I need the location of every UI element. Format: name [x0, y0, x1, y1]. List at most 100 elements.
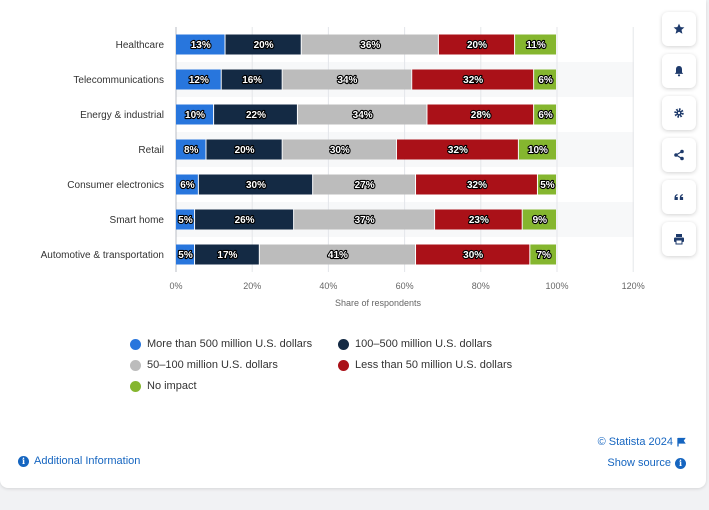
category-label: Energy & industrial	[80, 110, 164, 121]
info-icon: i	[18, 455, 29, 467]
bar-segment	[282, 139, 396, 160]
bar-value-label: 20%	[235, 145, 255, 156]
star-icon	[673, 23, 685, 34]
legend-label: No impact	[147, 380, 197, 392]
bar-chart: Healthcare 13% 20% 36% 20% 11% Telecommunicati…	[41, 27, 645, 308]
x-tick-label: 0%	[169, 281, 182, 291]
additional-information-text: Additional Information	[34, 455, 141, 467]
legend-dot	[130, 338, 141, 350]
bar-value-label: 5%	[178, 250, 193, 261]
bar-value-label: 30%	[330, 145, 350, 156]
statista-copyright[interactable]: © Statista 2024	[598, 436, 686, 448]
info-icon: i	[675, 457, 686, 469]
bar-value-label: 37%	[355, 215, 375, 226]
bar-segment	[396, 139, 518, 160]
bar-value-label: 26%	[235, 215, 255, 226]
bar-value-label: 28%	[471, 110, 491, 121]
bar-segment	[301, 34, 438, 55]
bar-value-label: 30%	[246, 180, 266, 191]
bar-segment	[176, 104, 214, 125]
bar-segment	[412, 69, 534, 90]
bell-icon	[674, 66, 684, 77]
print-button[interactable]	[662, 222, 696, 256]
bar-segment	[176, 174, 198, 195]
show-source-link[interactable]: Show source i	[607, 457, 686, 469]
bar-segment	[176, 34, 225, 55]
bar-segment	[438, 34, 515, 55]
bar-segment	[225, 34, 301, 55]
legend-label: Less than 50 million U.S. dollars	[355, 359, 513, 371]
bar-segment	[537, 174, 556, 195]
bar-value-label: 36%	[360, 40, 380, 51]
bar-value-label: 7%	[536, 250, 551, 261]
bar-value-label: 8%	[184, 145, 199, 156]
bar-value-label: 20%	[254, 40, 274, 51]
legend-item-100-500m[interactable]: 100–500 million U.S. dollars	[338, 338, 492, 350]
bar-value-label: 22%	[246, 110, 266, 121]
bar-segment	[176, 209, 195, 230]
bar-segment	[297, 104, 427, 125]
bar-value-label: 10%	[185, 110, 205, 121]
chart-card: Healthcare 13% 20% 36% 20% 11% Telecommunicati…	[0, 0, 706, 488]
bar-segment	[534, 104, 556, 125]
category-label: Consumer electronics	[67, 180, 164, 191]
notification-button[interactable]	[662, 54, 696, 88]
legend-item-no-impact[interactable]: No impact	[130, 380, 197, 392]
bar-segment	[198, 174, 313, 195]
bar-segment	[416, 244, 530, 265]
bar-segment	[530, 244, 556, 265]
bar-segment	[515, 34, 556, 55]
x-tick-label: 120%	[622, 281, 645, 291]
additional-information-link[interactable]: i Additional Information	[18, 455, 140, 467]
bar-value-label: 17%	[217, 250, 237, 261]
bar-value-label: 20%	[467, 40, 487, 51]
bar-value-label: 32%	[448, 145, 468, 156]
category-label: Telecommunications	[73, 75, 164, 86]
gear-icon	[674, 108, 684, 118]
bar-segment	[294, 209, 435, 230]
x-tick-label: 20%	[243, 281, 261, 291]
legend-label: 100–500 million U.S. dollars	[355, 338, 492, 350]
bar-value-label: 32%	[463, 75, 483, 86]
bar-value-label: 5%	[540, 180, 555, 191]
bar-value-label: 13%	[191, 40, 211, 51]
share-button[interactable]	[662, 138, 696, 172]
legend-label: 50–100 million U.S. dollars	[147, 359, 278, 371]
legend-dot	[130, 380, 141, 392]
legend-item-50-100m[interactable]: 50–100 million U.S. dollars	[130, 359, 278, 371]
share-icon	[674, 149, 684, 161]
favorite-button[interactable]	[662, 12, 696, 46]
bar-value-label: 10%	[528, 145, 548, 156]
print-icon	[674, 234, 684, 245]
category-label: Healthcare	[116, 40, 165, 51]
bar-value-label: 23%	[469, 215, 489, 226]
copyright-text: © Statista 2024	[597, 436, 673, 448]
category-label: Smart home	[110, 215, 165, 226]
bar-segment	[176, 244, 195, 265]
bar-segment	[522, 209, 556, 230]
x-tick-label: 60%	[396, 281, 414, 291]
bar-segment	[416, 174, 537, 195]
bar-segment	[195, 244, 259, 265]
bar-value-label: 11%	[526, 40, 546, 51]
bar-segment	[427, 104, 534, 125]
category-label: Retail	[138, 145, 164, 156]
bar-segment	[518, 139, 556, 160]
bar-value-label: 34%	[353, 110, 373, 121]
bar-value-label: 34%	[337, 75, 357, 86]
bar-value-label: 30%	[463, 250, 483, 261]
bar-value-label: 5%	[178, 215, 193, 226]
bar-value-label: 9%	[533, 215, 548, 226]
bar-value-label: 6%	[538, 75, 553, 86]
legend-item-over-500m[interactable]: More than 500 million U.S. dollars	[130, 338, 312, 350]
legend-dot	[338, 359, 349, 371]
bar-segment	[195, 209, 294, 230]
settings-button[interactable]	[662, 96, 696, 130]
legend-item-under-50m[interactable]: Less than 50 million U.S. dollars	[338, 359, 512, 371]
x-tick-label: 80%	[472, 281, 490, 291]
legend-dot	[338, 338, 349, 350]
bar-value-label: 27%	[355, 180, 375, 191]
bar-value-label: 32%	[467, 180, 487, 191]
bar-segment	[282, 69, 412, 90]
cite-button[interactable]	[662, 180, 696, 214]
